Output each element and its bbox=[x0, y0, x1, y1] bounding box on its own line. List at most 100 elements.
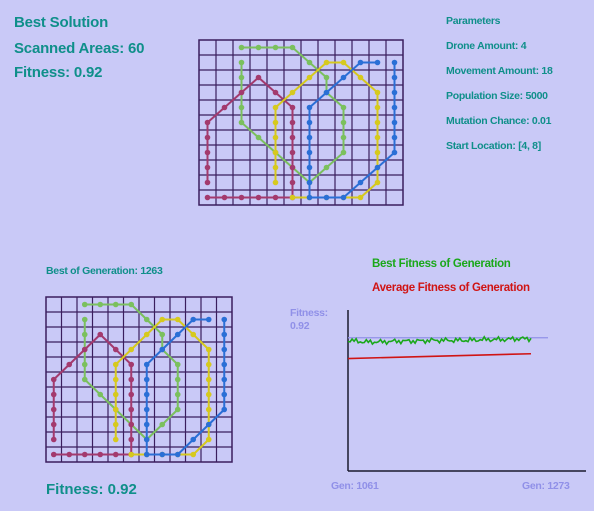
drone-waypoint bbox=[66, 451, 73, 458]
drone-waypoint bbox=[323, 194, 330, 201]
drone-waypoint bbox=[143, 391, 150, 398]
drone-waypoint bbox=[143, 451, 150, 458]
drone-waypoint bbox=[143, 331, 150, 338]
drone-waypoint bbox=[238, 89, 245, 96]
drone-waypoint bbox=[221, 331, 228, 338]
drone-waypoint bbox=[50, 451, 57, 458]
drone-waypoint bbox=[50, 436, 57, 443]
drone-waypoint bbox=[81, 301, 88, 308]
drone-waypoint bbox=[374, 119, 381, 126]
drone-waypoint bbox=[391, 89, 398, 96]
drone-waypoint bbox=[221, 346, 228, 353]
scanned-areas-label: Scanned Areas: 60 bbox=[14, 40, 145, 57]
drone-waypoint bbox=[190, 451, 197, 458]
drone-waypoint bbox=[50, 421, 57, 428]
population-size-label: Population Size: 5000 bbox=[446, 90, 548, 102]
drone-waypoint bbox=[205, 406, 212, 413]
drone-waypoint bbox=[66, 361, 73, 368]
drone-path-4 bbox=[308, 61, 396, 199]
drone-waypoint bbox=[391, 74, 398, 81]
drone-waypoint bbox=[391, 104, 398, 111]
drone-waypoint bbox=[323, 89, 330, 96]
drone-waypoint bbox=[289, 89, 296, 96]
drone-waypoint bbox=[221, 104, 228, 111]
drone-waypoint bbox=[204, 179, 211, 186]
drone-waypoint bbox=[97, 301, 104, 308]
drone-waypoint bbox=[112, 301, 119, 308]
drone-waypoint bbox=[340, 119, 347, 126]
drone-waypoint bbox=[205, 346, 212, 353]
drone-waypoint bbox=[128, 361, 135, 368]
drone-waypoint bbox=[221, 376, 228, 383]
drone-waypoint bbox=[323, 59, 330, 66]
drone-waypoint bbox=[272, 179, 279, 186]
drone-waypoint bbox=[97, 331, 104, 338]
drone-waypoint bbox=[289, 44, 296, 51]
drone-waypoint bbox=[255, 44, 262, 51]
drone-waypoint bbox=[112, 391, 119, 398]
drone-waypoint bbox=[204, 134, 211, 141]
drone-waypoint bbox=[112, 361, 119, 368]
drone-waypoint bbox=[112, 421, 119, 428]
drone-waypoint bbox=[204, 149, 211, 156]
series-line-average bbox=[347, 352, 532, 360]
drone-waypoint bbox=[112, 451, 119, 458]
drone-waypoint bbox=[238, 44, 245, 51]
drone-waypoint bbox=[340, 149, 347, 156]
drone-waypoint bbox=[143, 376, 150, 383]
drone-waypoint bbox=[306, 164, 313, 171]
best-of-generation-title: Best of Generation: 1263 bbox=[46, 265, 163, 277]
drone-waypoint bbox=[357, 59, 364, 66]
x-end-label: Gen: 1273 bbox=[522, 480, 570, 492]
drone-waypoint bbox=[374, 149, 381, 156]
drone-waypoint bbox=[221, 194, 228, 201]
drone-waypoint bbox=[50, 406, 57, 413]
drone-waypoint bbox=[289, 164, 296, 171]
drone-waypoint bbox=[289, 119, 296, 126]
drone-waypoint bbox=[391, 149, 398, 156]
drone-waypoint bbox=[159, 331, 166, 338]
drone-waypoint bbox=[143, 361, 150, 368]
fitness-chart bbox=[347, 310, 586, 472]
drone-waypoint bbox=[204, 164, 211, 171]
drone-waypoint bbox=[159, 451, 166, 458]
legend-best-fitness: Best Fitness of Generation bbox=[372, 258, 511, 270]
drone-waypoint bbox=[205, 436, 212, 443]
drone-waypoint bbox=[340, 134, 347, 141]
drone-waypoint bbox=[174, 376, 181, 383]
drone-waypoint bbox=[221, 406, 228, 413]
drone-waypoint bbox=[272, 104, 279, 111]
drone-waypoint bbox=[272, 119, 279, 126]
drone-waypoint bbox=[306, 149, 313, 156]
drone-waypoint bbox=[143, 436, 150, 443]
generation-fitness-label: Fitness: 0.92 bbox=[46, 481, 137, 498]
fitness-axis-label: Fitness: bbox=[290, 307, 328, 319]
drone-waypoint bbox=[272, 44, 279, 51]
drone-waypoint bbox=[205, 361, 212, 368]
drone-waypoint bbox=[391, 119, 398, 126]
drone-waypoint bbox=[128, 406, 135, 413]
drone-waypoint bbox=[340, 74, 347, 81]
drone-waypoint bbox=[340, 59, 347, 66]
drone-waypoint bbox=[374, 104, 381, 111]
drone-waypoint bbox=[306, 134, 313, 141]
drone-waypoint bbox=[174, 406, 181, 413]
drone-waypoint bbox=[112, 346, 119, 353]
fitness-axis-value: 0.92 bbox=[290, 320, 310, 332]
drone-waypoint bbox=[159, 421, 166, 428]
drone-waypoint bbox=[255, 74, 262, 81]
legend-average-fitness: Average Fitness of Generation bbox=[372, 282, 530, 294]
drone-waypoint bbox=[174, 331, 181, 338]
drone-waypoint bbox=[255, 194, 262, 201]
drone-waypoint bbox=[374, 59, 381, 66]
drone-waypoint bbox=[81, 331, 88, 338]
drone-waypoint bbox=[205, 391, 212, 398]
drone-waypoint bbox=[112, 376, 119, 383]
drone-waypoint bbox=[143, 316, 150, 323]
drone-amount-label: Drone Amount: 4 bbox=[446, 40, 527, 52]
drone-waypoint bbox=[174, 391, 181, 398]
drone-waypoint bbox=[238, 119, 245, 126]
drone-waypoint bbox=[323, 74, 330, 81]
drone-waypoint bbox=[174, 316, 181, 323]
